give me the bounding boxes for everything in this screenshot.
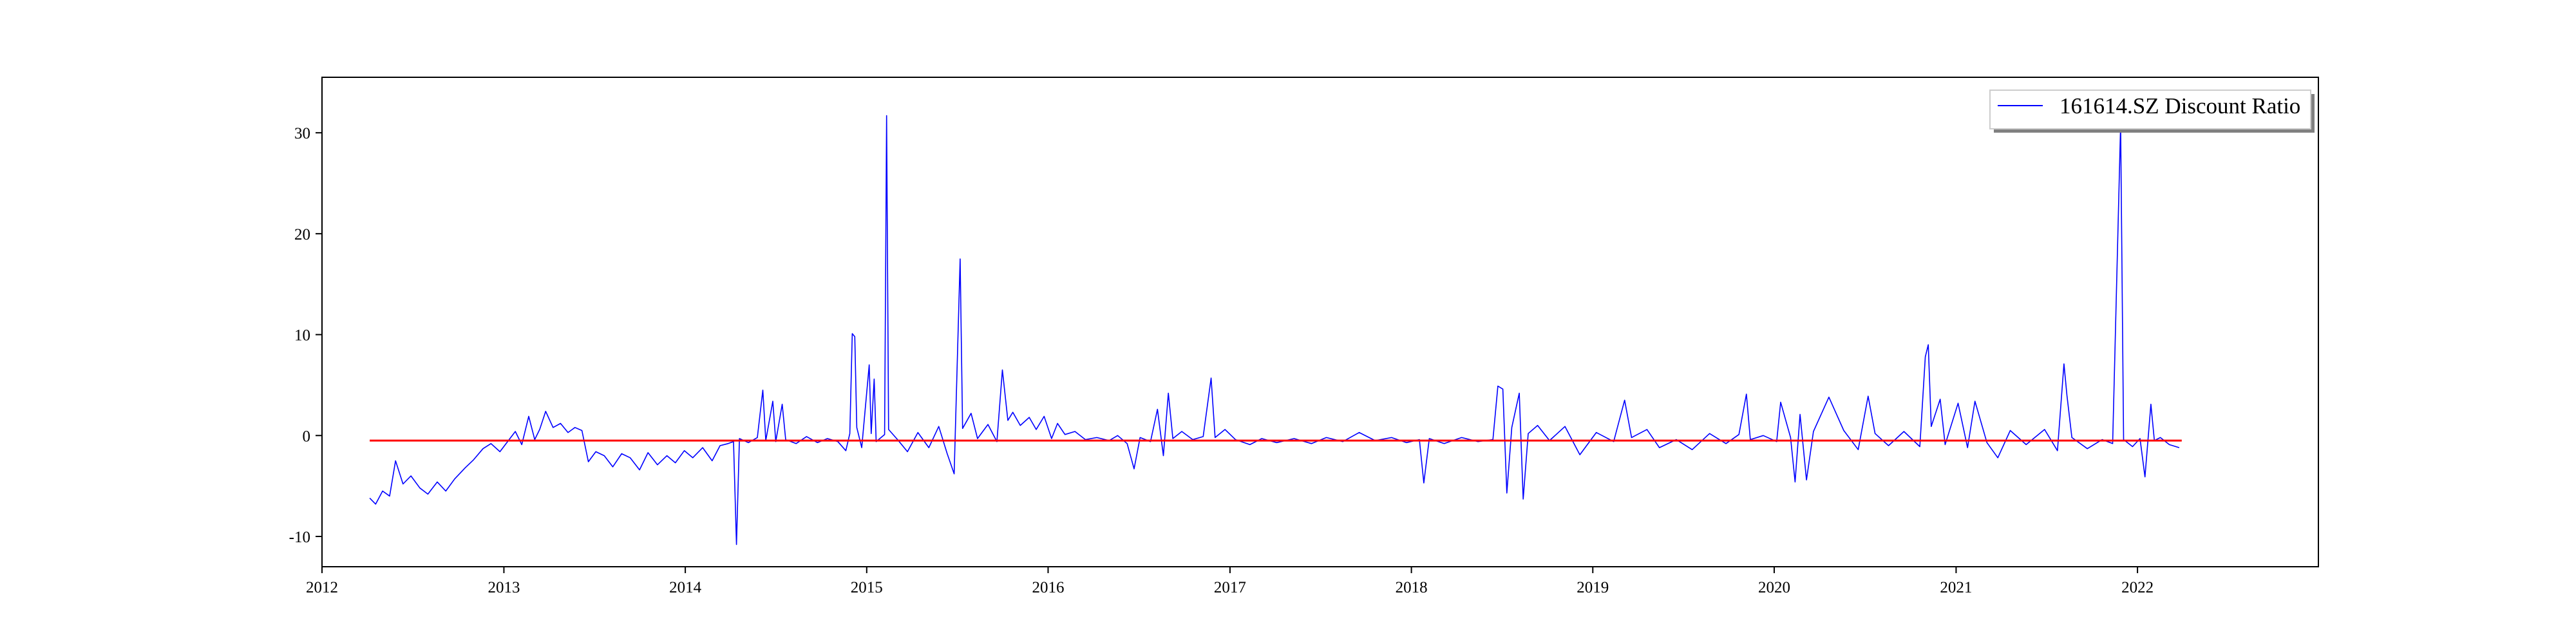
x-tick-label: 2013 xyxy=(488,579,520,596)
x-tick-label: 2019 xyxy=(1577,579,1609,596)
x-tick-label: 2017 xyxy=(1214,579,1246,596)
x-tick-label: 2014 xyxy=(669,579,702,596)
x-tick-label: 2020 xyxy=(1758,579,1790,596)
y-tick-label: 10 xyxy=(294,327,310,345)
legend-label: 161614.SZ Discount Ratio xyxy=(2060,93,2300,118)
y-tick-label: 0 xyxy=(303,428,311,445)
y-tick-label: 20 xyxy=(294,226,310,243)
series-line-discount-ratio xyxy=(369,115,2180,545)
y-tick-label: -10 xyxy=(289,529,310,546)
plot-frame xyxy=(321,77,2319,567)
x-tick-label: 2016 xyxy=(1032,579,1064,596)
legend-box xyxy=(1989,90,2311,129)
y-tick-label: 30 xyxy=(294,125,310,142)
x-tick-label: 2021 xyxy=(1940,579,1972,596)
x-tick-label: 2018 xyxy=(1396,579,1428,596)
x-tick-label: 2015 xyxy=(851,579,883,596)
x-tick-label: 2012 xyxy=(306,579,338,596)
y-axis: -10 0 10 20 30 xyxy=(289,125,322,546)
series-layer xyxy=(369,115,2182,545)
x-axis: 2012 2013 2014 2015 2016 2017 2018 2019 2020 2021… xyxy=(306,567,2154,596)
legend: 161614.SZ Discount Ratio xyxy=(1989,90,2315,133)
x-tick-label: 2022 xyxy=(2121,579,2154,596)
